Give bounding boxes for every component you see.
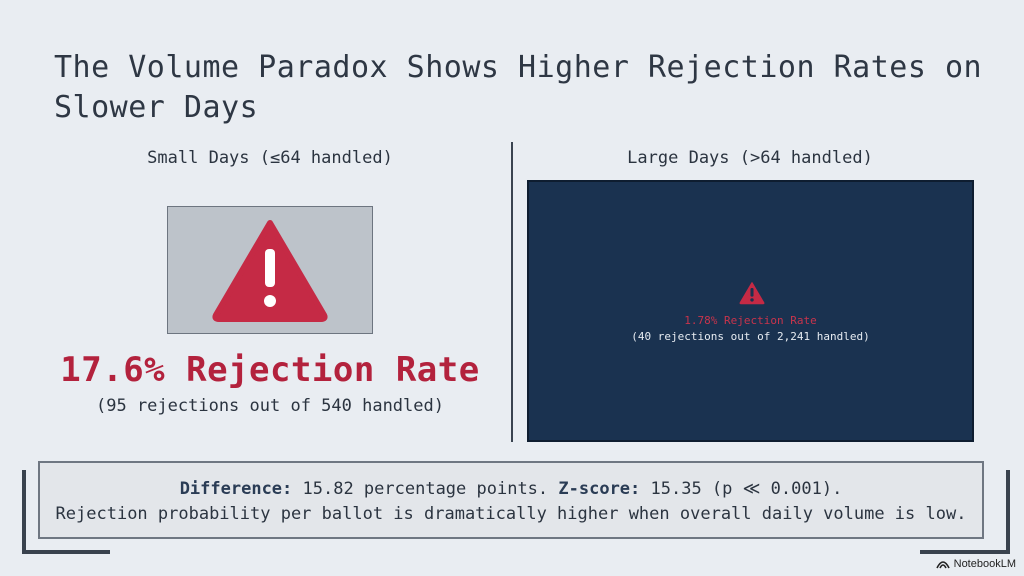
frame-right-edge [1006, 470, 1010, 554]
warning-icon [212, 220, 328, 322]
difference-value: 15.82 percentage points. [292, 479, 559, 499]
small-days-detail: (95 rejections out of 540 handled) [96, 396, 444, 416]
summary-line-2: Rejection probability per ballot is dram… [55, 504, 967, 524]
large-days-heading: Large Days (>64 handled) [627, 148, 873, 168]
large-days-panel: 1.78% Rejection Rate (40 rejections out … [527, 180, 974, 442]
frame-right-foot [920, 550, 1010, 554]
zscore-value: 15.35 (p ≪ 0.001). [640, 479, 843, 499]
small-days-heading: Small Days (≤64 handled) [147, 148, 393, 168]
large-days-detail: (40 rejections out of 2,241 handled) [631, 330, 870, 343]
summary-box: Difference: 15.82 percentage points. Z-s… [38, 461, 984, 539]
zscore-label: Z-score: [558, 479, 641, 499]
summary-line-1: Difference: 15.82 percentage points. Z-s… [40, 477, 982, 502]
frame-left-foot [22, 550, 110, 554]
brand-mark: NotebookLM [935, 558, 1016, 570]
small-days-panel [167, 206, 373, 334]
warning-icon [739, 282, 765, 305]
frame-left-edge [22, 470, 26, 554]
brand-label: NotebookLM [953, 558, 1016, 570]
summary-frame [22, 470, 1010, 554]
notebooklm-logo-icon [935, 561, 950, 569]
slide-title: The Volume Paradox Shows Higher Rejectio… [54, 50, 983, 125]
difference-label: Difference: [179, 479, 293, 499]
large-days-rejection-rate: 1.78% Rejection Rate [684, 314, 817, 327]
small-days-rejection-rate: 17.6% Rejection Rate [60, 350, 480, 390]
column-divider [511, 142, 513, 442]
